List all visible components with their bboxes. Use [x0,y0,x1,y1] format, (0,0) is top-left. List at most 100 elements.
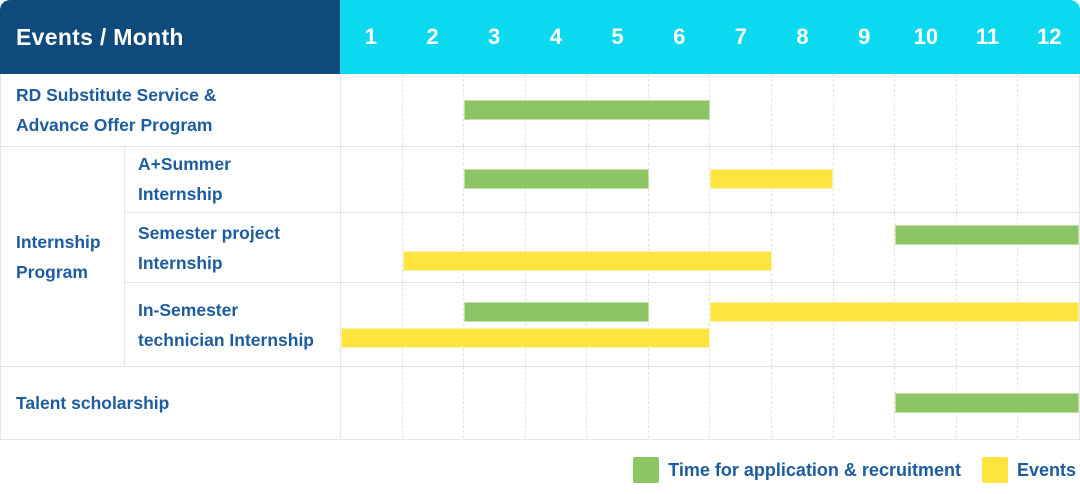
month-label-9: 9 [858,24,871,49]
month-column [647,212,710,283]
month-column [401,283,464,366]
month-label-5: 5 [611,24,624,49]
label-line: Internship [16,231,101,252]
month-column [955,147,1018,212]
row-a-plus-summer: A+Summer Internship [125,147,1079,213]
month-column [341,147,402,212]
application-recruitment-bar [894,224,1079,245]
events-schedule-table: Events / Month 1 2 3 4 5 6 7 8 9 10 11 1… [0,0,1080,440]
table-header-row: Events / Month 1 2 3 4 5 6 7 8 9 10 11 1… [0,0,1080,74]
month-column [341,74,402,146]
month-column [771,283,833,366]
month-column [341,367,402,438]
month-column [524,212,587,283]
month-column [894,147,956,212]
month-column [955,74,1018,146]
application-recruitment-bar [464,301,649,322]
month-label-3: 3 [488,24,501,49]
month-column [647,147,710,212]
month-header-row: 1 2 3 4 5 6 7 8 9 10 11 12 [340,0,1080,74]
month-column [647,283,710,366]
month-column [401,74,464,146]
month-column [832,367,895,438]
month-column [709,283,771,366]
events-label: Events [1016,459,1076,480]
month-column [771,74,833,146]
label-line: In-Semester [138,299,239,320]
month-column [709,367,771,438]
application-recruitment-bar [464,100,710,120]
month-column [647,367,710,438]
month-label-12: 12 [1036,24,1062,49]
month-label-8: 8 [796,24,809,49]
label-line: Advance Offer Program [16,115,213,135]
events-month-title: Events / Month [16,23,184,50]
month-label-7: 7 [734,24,747,49]
events-bar [710,301,1079,322]
internship-program-rows: A+Summer Internship Semester project Int… [125,147,1079,366]
month-gridlines [341,74,1079,146]
month-column [586,212,648,283]
talent-scholarship-label: Talent scholarship [1,367,340,438]
label-line: Semester project [138,222,281,243]
application-recruitment-label: Time for application & recruitment [668,459,961,480]
month-column [341,283,402,366]
application-recruitment-bar [464,169,649,190]
month-column [771,367,833,438]
month-column [463,367,525,438]
month-label-4: 4 [549,24,562,49]
month-column [832,283,895,366]
month-column [463,147,525,212]
month-column [524,283,587,366]
month-gridlines [341,212,1079,283]
month-column [1017,212,1079,283]
events-swatch [981,457,1008,483]
month-column [1017,147,1079,212]
internship-program-label: Internship Program [1,147,125,366]
month-column [832,212,895,283]
label-line: RD Substitute Service & [16,85,217,105]
month-column [832,147,895,212]
month-column [401,212,464,283]
month-column [1017,283,1079,366]
a-plus-summer-timeline [340,147,1079,212]
label-line: Internship [138,184,223,205]
month-column [894,212,956,283]
row-rd-substitute: RD Substitute Service & Advance Offer Pr… [1,74,1079,147]
month-column [341,213,402,283]
events-bar [341,327,710,348]
label-line: Talent scholarship [16,392,170,413]
rd-substitute-timeline [340,74,1079,146]
month-column [955,283,1018,366]
month-gridlines [341,283,1079,366]
row-semester-project: Semester project Internship [125,212,1079,284]
month-column [401,147,464,212]
in-semester-technician-timeline [340,283,1079,366]
month-column [1017,74,1079,146]
legend-item-events: Events [981,457,1076,483]
in-semester-technician-label: In-Semester technician Internship [125,283,340,366]
semester-project-label: Semester project Internship [125,213,340,283]
month-label-2: 2 [426,24,439,49]
month-label-6: 6 [673,24,686,49]
month-column [463,283,525,366]
application-recruitment-bar [894,392,1079,413]
month-column [463,212,525,283]
month-column [709,212,771,283]
table-body: RD Substitute Service & Advance Offer Pr… [0,74,1080,440]
month-column [894,74,956,146]
row-in-semester-technician: In-Semester technician Internship [125,283,1079,366]
month-column [709,74,771,146]
application-recruitment-swatch [633,457,660,483]
month-column [709,147,771,212]
rd-substitute-label: RD Substitute Service & Advance Offer Pr… [1,74,340,146]
events-bar [710,169,833,190]
month-column [524,367,587,438]
semester-project-timeline [340,212,1079,283]
a-plus-summer-label: A+Summer Internship [125,147,340,212]
month-label-10: 10 [913,24,939,49]
label-line: technician Internship [138,329,314,350]
legend: Time for application & recruitment Event… [0,440,1080,494]
month-column [955,212,1018,283]
